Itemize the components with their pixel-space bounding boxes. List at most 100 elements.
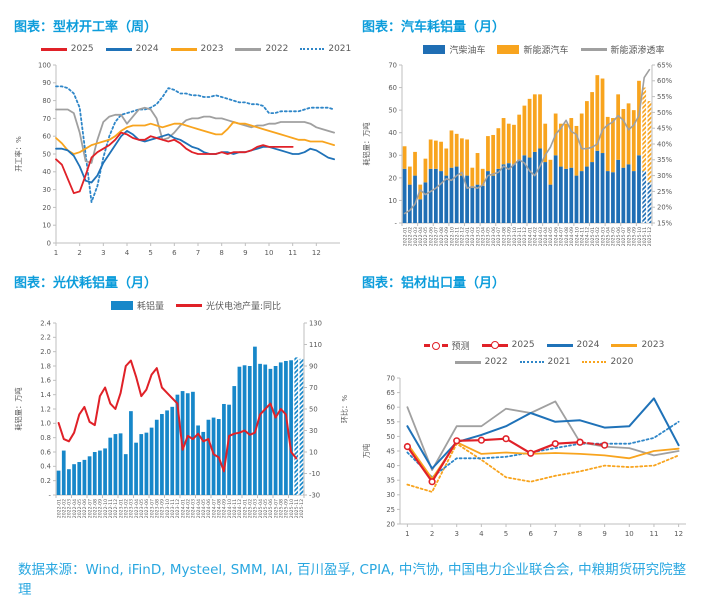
svg-text:2025-08: 2025-08: [279, 499, 285, 518]
auto-aluminum-chart: - 10 20 30 40 50 60 70 耗铝量：万吨 15% 20% 25% 30% 35% 40% 4…: [362, 61, 673, 246]
svg-text:2023-01: 2023-01: [118, 499, 124, 518]
svg-text:0.8: 0.8: [40, 434, 51, 442]
legend-label: 2022: [484, 357, 508, 367]
svg-text:2025-09: 2025-09: [632, 227, 638, 246]
legend-circle-marker: [490, 341, 499, 349]
svg-text:30: 30: [309, 427, 318, 435]
legend-label: 2023: [200, 44, 224, 54]
series-2021: [55, 85, 335, 203]
svg-text:45: 45: [386, 447, 395, 455]
y-axis-right: -30 -10 10 30 50 70 90 110 130 环比：%: [303, 319, 349, 499]
svg-text:2024-07: 2024-07: [559, 227, 565, 246]
svg-text:2024-05: 2024-05: [201, 499, 207, 518]
svg-text:2023-09: 2023-09: [507, 227, 513, 246]
svg-text:2023-10: 2023-10: [165, 499, 171, 518]
svg-text:-: -: [395, 219, 398, 227]
svg-text:2025-02: 2025-02: [248, 499, 254, 518]
legend-label: 2021: [547, 357, 571, 367]
legend-label: 2023: [641, 340, 665, 350]
svg-text:70: 70: [386, 374, 395, 382]
series-预测: [576, 438, 609, 449]
svg-text:2023-04: 2023-04: [134, 499, 140, 518]
svg-text:2022-04: 2022-04: [72, 499, 78, 518]
svg-text:2023-04: 2023-04: [481, 227, 487, 246]
series-2022: [406, 400, 680, 471]
svg-text:2022-10: 2022-10: [449, 227, 455, 246]
chart-title-export: 图表：铝材出口量（月）: [362, 276, 506, 291]
svg-text:2022-09: 2022-09: [98, 499, 104, 518]
svg-text:35%: 35%: [657, 156, 673, 164]
legend-auto: 汽柴油车 新能源汽车 新能源渗透率: [390, 42, 698, 56]
legend-marker-line: [454, 360, 481, 364]
svg-text:2025-12: 2025-12: [299, 499, 305, 518]
svg-text:2025-05: 2025-05: [611, 227, 617, 246]
svg-text:2.0: 2.0: [40, 348, 51, 356]
svg-text:2023-03: 2023-03: [475, 227, 481, 246]
svg-text:2022-02: 2022-02: [408, 227, 414, 246]
svg-text:2.4: 2.4: [40, 319, 51, 327]
series-光伏电池产量:同比: [57, 359, 298, 473]
svg-text:2022-12: 2022-12: [460, 227, 466, 246]
svg-text:2022-02: 2022-02: [62, 499, 68, 518]
svg-text:12: 12: [312, 249, 321, 257]
svg-text:2023-11: 2023-11: [170, 499, 176, 518]
svg-text:2022-10: 2022-10: [103, 499, 109, 518]
svg-text:2022-05: 2022-05: [423, 227, 429, 246]
series-2022: [55, 106, 335, 164]
svg-text:2023-09: 2023-09: [160, 499, 166, 518]
axis-label: 环比：%: [340, 395, 349, 424]
panel-pv-aluminum: 图表：光伏耗铝量（月） 耗铝量 光伏电池产量:同比 - 0.2 0.4 0.6 0.8 1.…: [6, 270, 354, 552]
y-axis-right: 15% 20% 25% 30% 35% 40% 45% 50% 55% 60% 65%: [651, 61, 673, 227]
legend-marker-line: [175, 303, 202, 307]
legend-label: 2020: [610, 357, 634, 367]
svg-text:2023-03: 2023-03: [129, 499, 135, 518]
svg-text:2022-12: 2022-12: [113, 499, 119, 518]
svg-text:2023-08: 2023-08: [155, 499, 161, 518]
legend-label: 2021: [328, 44, 352, 54]
series-2024: [55, 130, 335, 184]
svg-text:2023-07: 2023-07: [496, 227, 502, 246]
svg-text:130: 130: [309, 319, 322, 327]
svg-text:12: 12: [674, 530, 683, 538]
legend-marker-line: [105, 47, 132, 51]
legend-marker-line: [546, 343, 573, 347]
svg-text:10: 10: [388, 197, 397, 205]
svg-text:2024-11: 2024-11: [232, 499, 238, 518]
svg-text:90: 90: [309, 362, 318, 370]
svg-text:2025-01: 2025-01: [242, 499, 248, 518]
svg-text:2024-02: 2024-02: [533, 227, 539, 246]
y-axis-left: 20 25 30 35 40 45 50 55 60 65 70 万吨: [362, 374, 401, 528]
svg-text:2023-11: 2023-11: [517, 227, 523, 246]
series-2020: [406, 442, 680, 493]
series-新能源渗透率: [403, 68, 651, 215]
legend-item-2021: 2021: [300, 44, 351, 54]
svg-text:2022-07: 2022-07: [87, 499, 93, 518]
panel-auto-aluminum: 图表：汽车耗铝量（月） 汽柴油车 新能源汽车 新能源渗透率 - 10 20 30 40 50 6…: [354, 14, 702, 270]
svg-text:2025-03: 2025-03: [600, 227, 606, 246]
svg-text:50: 50: [386, 433, 395, 441]
svg-text:2024-10: 2024-10: [574, 227, 580, 246]
series-2025: [55, 131, 294, 195]
svg-text:2024-08: 2024-08: [217, 499, 223, 518]
svg-text:20: 20: [388, 174, 397, 182]
svg-text:2022-11: 2022-11: [108, 499, 114, 518]
svg-text:-: -: [49, 491, 52, 499]
svg-text:5: 5: [504, 530, 508, 538]
svg-text:2022-03: 2022-03: [67, 499, 73, 518]
svg-text:2022-04: 2022-04: [418, 227, 424, 246]
svg-text:50: 50: [309, 405, 318, 413]
svg-text:2023-06: 2023-06: [491, 227, 497, 246]
legend-marker-line: [235, 47, 262, 51]
svg-text:0.2: 0.2: [40, 477, 51, 485]
svg-text:3: 3: [454, 530, 458, 538]
svg-text:2024-12: 2024-12: [585, 227, 591, 246]
svg-text:2025-07: 2025-07: [273, 499, 279, 518]
data-source-note: 数据来源：Wind, iFinD, Mysteel, SMM, IAI, 百川盈…: [18, 562, 687, 599]
svg-text:2022-08: 2022-08: [439, 227, 445, 246]
legend-marker-line: [40, 47, 67, 51]
svg-text:10: 10: [309, 448, 318, 456]
legend-export-row2: 2022 2021 2020: [390, 355, 698, 369]
svg-text:2025-11: 2025-11: [294, 499, 300, 518]
